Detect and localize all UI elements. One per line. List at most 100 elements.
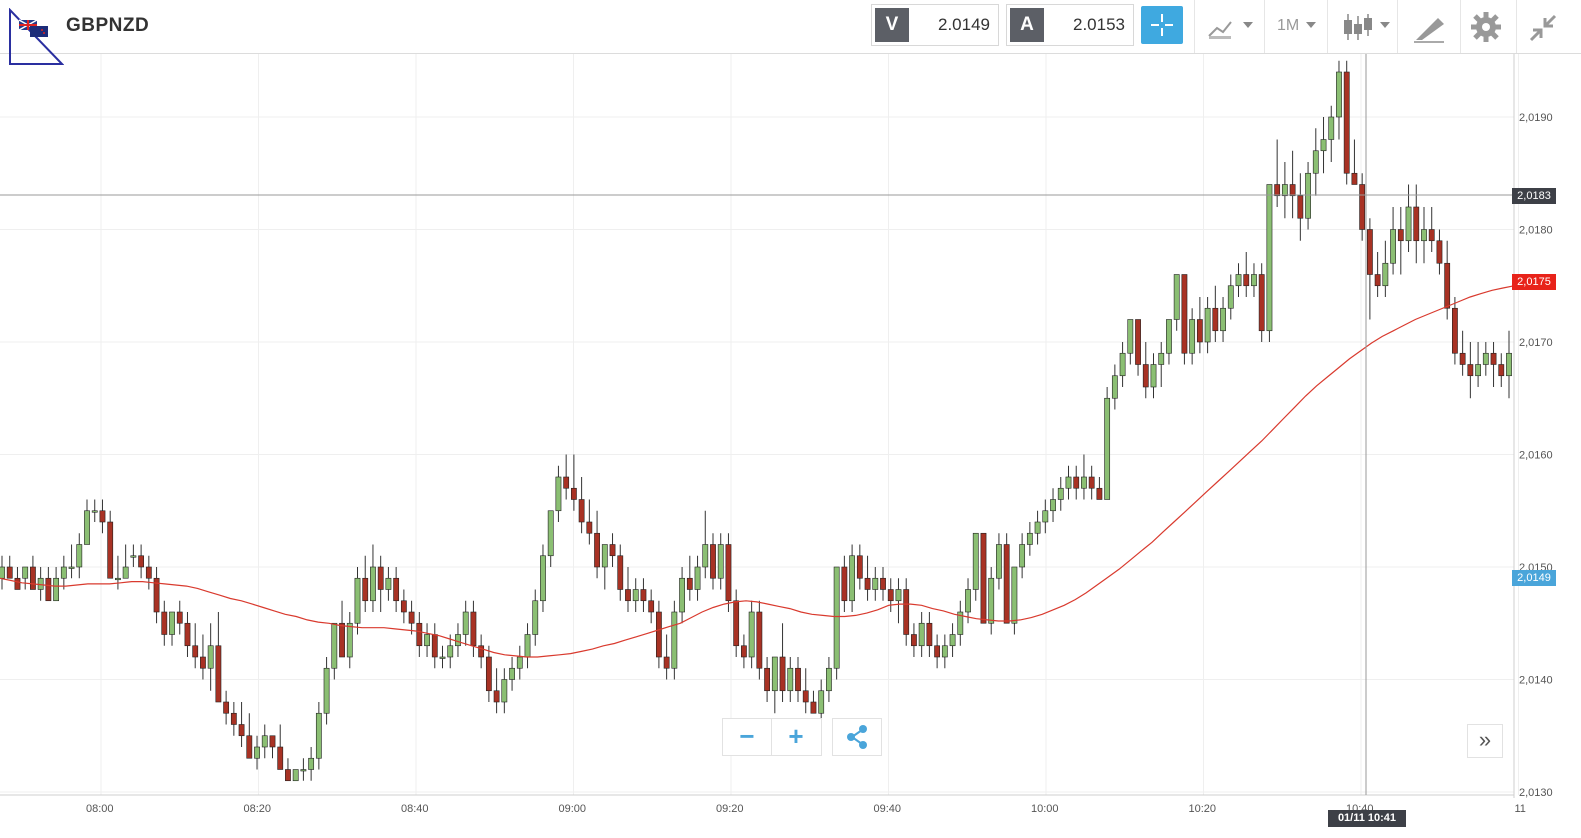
candle-bullish: [455, 634, 461, 647]
candle-bearish: [485, 656, 492, 692]
candle-bearish: [145, 566, 152, 579]
crosshair-time-tag: 01/11 10:41: [1328, 810, 1406, 827]
candle-bearish: [1359, 184, 1366, 230]
chart-type-button[interactable]: [1194, 0, 1265, 53]
x-tick-label: 08:40: [401, 803, 429, 815]
draw-tools-button[interactable]: [1397, 0, 1461, 53]
candle-bullish: [1019, 544, 1026, 568]
candle-bullish: [1482, 352, 1489, 365]
collapse-button[interactable]: [1516, 0, 1573, 53]
candle-bullish: [1251, 274, 1257, 287]
candle-bullish: [1104, 397, 1111, 500]
zoom-out-button[interactable]: −: [723, 719, 772, 755]
zoom-in-button[interactable]: +: [788, 721, 804, 751]
candle-bearish: [795, 667, 801, 692]
candle-bullish: [447, 645, 454, 658]
candle-bullish: [331, 622, 338, 669]
candle-bullish: [849, 555, 856, 602]
candle-bullish: [1011, 566, 1018, 624]
x-tick-label: 10:20: [1189, 803, 1217, 815]
candle-bearish: [1467, 364, 1474, 377]
x-tick-label: 08:20: [244, 803, 272, 815]
candle-bearish: [246, 735, 253, 759]
candle-bearish: [980, 532, 987, 624]
ask-label: A: [1010, 8, 1044, 42]
settings-button[interactable]: [1460, 0, 1517, 53]
chevron-down-icon: [1306, 22, 1316, 28]
candle-bullish: [1119, 352, 1126, 377]
bid-quote[interactable]: V 2.0149: [871, 4, 999, 46]
candle-bearish: [1490, 352, 1497, 365]
share-button[interactable]: [832, 718, 882, 756]
candle-bearish: [1258, 274, 1265, 332]
instrument-symbol: GBPNZD: [66, 15, 150, 36]
candle-bullish: [37, 577, 44, 590]
candle-style-button[interactable]: [1327, 0, 1398, 53]
candle-bearish: [6, 566, 13, 579]
candle-bullish: [717, 544, 724, 579]
candle-bullish: [323, 667, 330, 714]
candle-bearish: [339, 622, 345, 658]
candle-bullish: [60, 566, 67, 579]
candle-bearish: [856, 555, 863, 579]
candle-bullish: [1312, 150, 1319, 174]
candle-bearish: [1289, 184, 1296, 197]
candle-bullish: [130, 555, 137, 558]
candle-bullish: [261, 735, 268, 748]
candle-bullish: [1057, 487, 1064, 500]
candle-bullish: [957, 611, 964, 635]
candle-bullish: [424, 634, 430, 647]
candle-bearish: [617, 555, 624, 590]
candle-bearish: [880, 577, 886, 590]
price-chart[interactable]: 2,01902,01802,01702,01602,01502,01402,01…: [0, 54, 1581, 838]
candle-bearish: [1212, 307, 1219, 332]
ask-quote[interactable]: A 2.0153: [1006, 4, 1134, 46]
x-tick-label: 09:20: [716, 803, 744, 815]
crosshair-button[interactable]: [1141, 6, 1183, 44]
candle-bearish: [14, 577, 21, 590]
candle-bullish: [315, 712, 322, 759]
candle-bearish: [230, 712, 237, 725]
candle-bullish: [632, 589, 639, 602]
candle-bearish: [478, 645, 485, 658]
candle-bullish: [972, 532, 979, 590]
scroll-to-latest-button[interactable]: »: [1467, 724, 1503, 758]
candle-bullish: [115, 577, 121, 581]
candle-bullish: [1382, 262, 1389, 287]
candle-bearish: [841, 566, 848, 602]
candle-bullish: [1065, 476, 1072, 489]
candle-bullish: [1227, 285, 1234, 309]
candle-bullish: [918, 622, 925, 647]
candle-bullish: [833, 566, 840, 669]
candle-bullish: [207, 645, 214, 669]
candle-bearish: [192, 645, 199, 658]
candle-bullish: [1220, 307, 1226, 332]
x-tick-label: 11: [1515, 803, 1526, 815]
candle-bearish: [1459, 352, 1466, 365]
candle-bearish: [725, 544, 732, 602]
candle-bearish: [45, 577, 52, 602]
candle-bullish: [308, 757, 315, 770]
candle-bullish: [694, 566, 701, 590]
candle-bullish: [818, 690, 825, 714]
timeframe-button[interactable]: 1M: [1264, 0, 1328, 53]
candle-bearish: [1397, 229, 1404, 242]
candle-bearish: [779, 656, 786, 692]
candle-bearish: [408, 611, 415, 624]
x-tick-label: 08:00: [86, 803, 114, 815]
double-chevron-right-icon: »: [1478, 727, 1492, 752]
candle-bullish: [872, 577, 879, 590]
candle-bearish: [710, 544, 716, 579]
candle-bullish: [169, 611, 175, 635]
y-tick-label: 2,0170: [1519, 337, 1553, 349]
candle-bearish: [1343, 71, 1350, 174]
candle-bullish: [787, 667, 794, 692]
candle-bearish: [1498, 364, 1505, 377]
candle-bearish: [161, 611, 168, 635]
candle-bearish: [377, 566, 384, 590]
bid-label: V: [875, 8, 909, 42]
candle-bearish: [609, 544, 616, 557]
candle-bearish: [1366, 229, 1373, 275]
candle-bullish: [462, 611, 469, 635]
toolbar: GBPNZD V 2.0149 A 2.0153 1M: [0, 0, 1581, 65]
